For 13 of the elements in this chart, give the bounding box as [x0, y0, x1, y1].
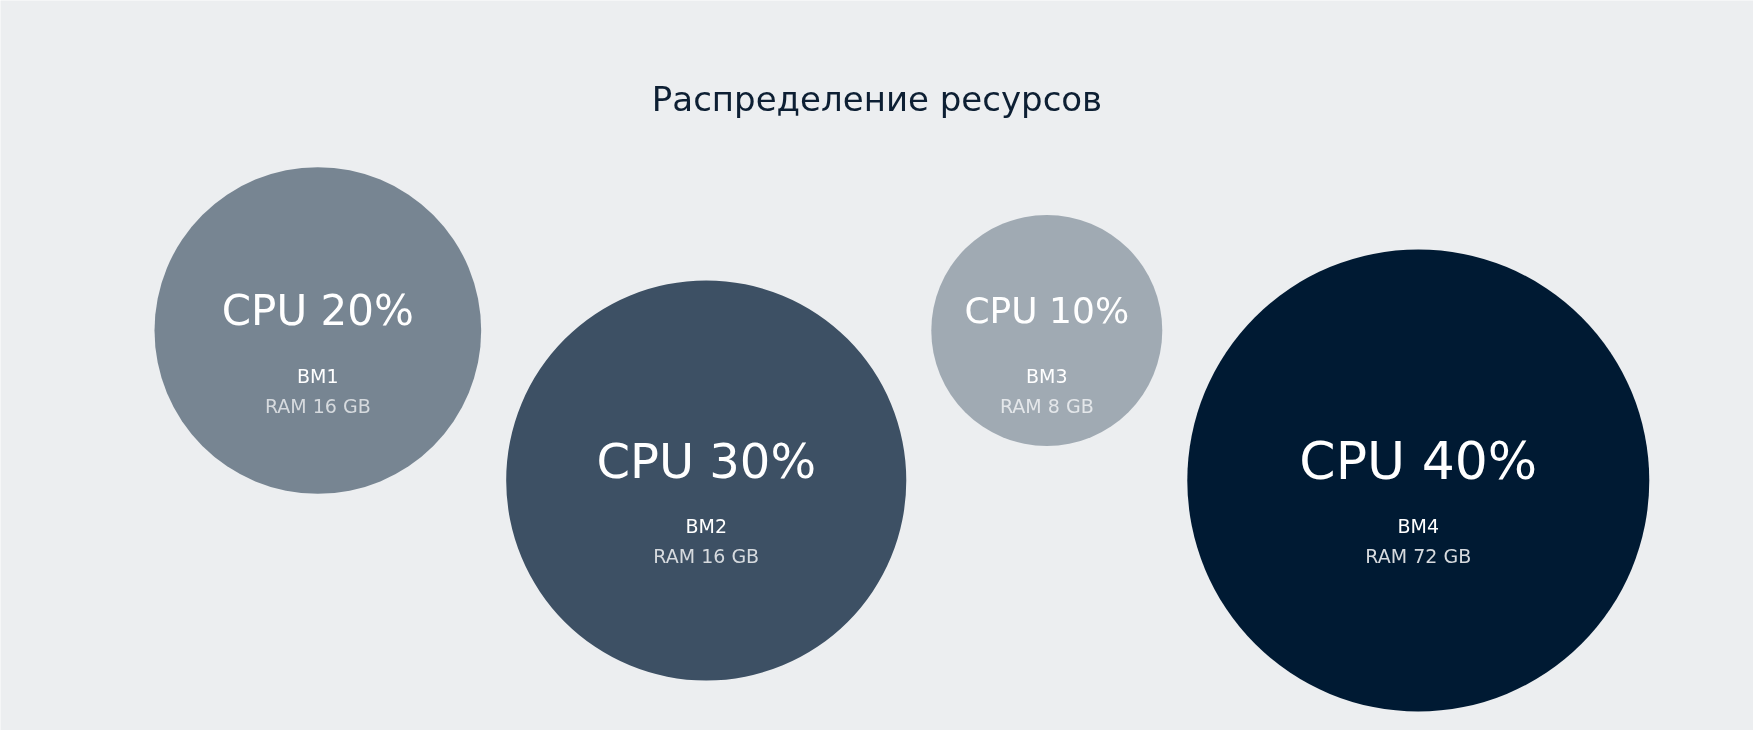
- category-label: BM2: [685, 514, 728, 537]
- text: Распределение ресурсов: [651, 78, 1103, 119]
- data-label: CPU 20%: [221, 286, 414, 335]
- text: RAM 72 GB: [1365, 544, 1472, 567]
- data-label: CPU 10%: [964, 290, 1130, 331]
- text: RAM 16 GB: [264, 394, 371, 417]
- text: RAM 16 GB: [653, 544, 760, 567]
- text: RAM 8 GB: [999, 394, 1094, 417]
- category-label: BM3: [1026, 364, 1068, 387]
- category-label: BM1: [297, 364, 339, 387]
- data-label: CPU 30%: [596, 432, 817, 489]
- data-label: CPU 40%: [1299, 430, 1538, 491]
- category-label: BM4: [1397, 514, 1440, 537]
